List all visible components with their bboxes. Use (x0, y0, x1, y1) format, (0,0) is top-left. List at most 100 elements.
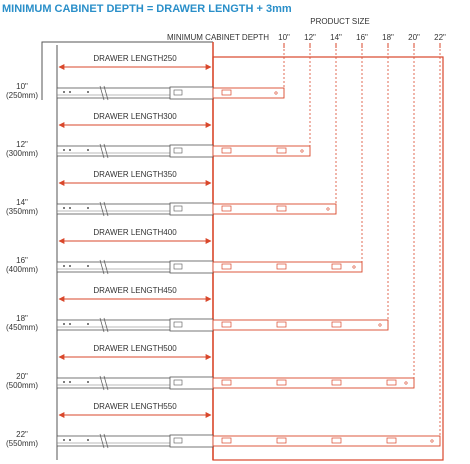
ext-icon (221, 379, 232, 386)
slide-extension (212, 435, 441, 447)
slide-hole (69, 265, 71, 267)
slide-break (99, 375, 109, 391)
slide-hole (87, 439, 89, 441)
slide-hole (63, 323, 65, 325)
ext-icon (386, 379, 397, 386)
slide-hole (87, 265, 89, 267)
slide-block (169, 260, 214, 274)
slide-extension (212, 377, 415, 389)
slide-extension (212, 145, 311, 157)
slide-block (169, 376, 214, 390)
drawer-length: DRAWER LENGTH500 (93, 344, 177, 353)
slide-hole (69, 91, 71, 93)
size-label: 20" (408, 33, 420, 42)
size-label: 14" (330, 33, 342, 42)
ext-icon (221, 437, 232, 444)
row-mm: (350mm) (6, 207, 38, 216)
row-mm: (450mm) (6, 323, 38, 332)
ext-hole (378, 323, 382, 327)
ext-icon (276, 379, 287, 386)
ext-icon (276, 205, 287, 212)
slide-icon (173, 263, 183, 270)
slide-hole (69, 323, 71, 325)
size-label: 10" (278, 33, 290, 42)
drawer-length: DRAWER LENGTH250 (93, 54, 177, 63)
slide-extension (212, 203, 337, 215)
slide-break (99, 201, 109, 217)
slide-extension (212, 319, 389, 331)
slide-hole (69, 207, 71, 209)
ext-hole (430, 439, 434, 443)
slide-hole (63, 149, 65, 151)
min-depth-label: MINIMUM CABINET DEPTH (167, 33, 269, 42)
slide-hole (63, 439, 65, 441)
slide-block (169, 318, 214, 332)
slide-break (99, 85, 109, 101)
slide-icon (173, 437, 183, 444)
row-mm: (300mm) (6, 149, 38, 158)
ext-icon (221, 205, 232, 212)
slide-block (169, 144, 214, 158)
size-label: 16" (356, 33, 368, 42)
row-size: 16" (16, 256, 28, 265)
row-size: 10" (16, 82, 28, 91)
size-label: 12" (304, 33, 316, 42)
slide-hole (69, 149, 71, 151)
slide-icon (173, 147, 183, 154)
slide-icon (173, 379, 183, 386)
row-size: 12" (16, 140, 28, 149)
ext-icon (276, 437, 287, 444)
slide-hole (63, 381, 65, 383)
ext-icon (221, 321, 232, 328)
ext-icon (221, 89, 232, 96)
cabinet-frame (212, 56, 444, 461)
slide-icon (173, 205, 183, 212)
drawer-length: DRAWER LENGTH450 (93, 286, 177, 295)
slide-block (169, 86, 214, 100)
slide-icon (173, 321, 183, 328)
slide-extension (212, 87, 285, 99)
drawer-length: DRAWER LENGTH550 (93, 402, 177, 411)
ext-icon (221, 263, 232, 270)
size-label: 22" (434, 33, 446, 42)
row-size: 18" (16, 314, 28, 323)
slide-hole (87, 381, 89, 383)
ext-hole (274, 91, 278, 95)
ext-icon (276, 321, 287, 328)
ext-icon (331, 437, 342, 444)
frame (41, 41, 213, 100)
drawer-length: DRAWER LENGTH300 (93, 112, 177, 121)
slide-break (99, 259, 109, 275)
ext-icon (221, 147, 232, 154)
slide-extension (212, 261, 363, 273)
title: MINIMUM CABINET DEPTH = DRAWER LENGTH + … (2, 3, 292, 15)
ext-icon (276, 263, 287, 270)
row-mm: (550mm) (6, 439, 38, 448)
slide-icon (173, 89, 183, 96)
slide-hole (69, 439, 71, 441)
row-mm: (500mm) (6, 381, 38, 390)
ext-hole (300, 149, 304, 153)
product-size-label: PRODUCT SIZE (310, 17, 369, 26)
slide-break (99, 433, 109, 449)
size-label: 18" (382, 33, 394, 42)
slide-hole (63, 207, 65, 209)
ext-hole (404, 381, 408, 385)
ext-icon (331, 321, 342, 328)
drawer-length: DRAWER LENGTH400 (93, 228, 177, 237)
ext-icon (331, 263, 342, 270)
row-mm: (250mm) (6, 91, 38, 100)
ext-hole (326, 207, 330, 211)
slide-hole (63, 91, 65, 93)
drawer-length: DRAWER LENGTH350 (93, 170, 177, 179)
slide-hole (87, 207, 89, 209)
ext-icon (386, 437, 397, 444)
ext-icon (276, 147, 287, 154)
ext-hole (352, 265, 356, 269)
slide-block (169, 202, 214, 216)
slide-break (99, 317, 109, 333)
row-size: 20" (16, 372, 28, 381)
row-mm: (400mm) (6, 265, 38, 274)
row-size: 14" (16, 198, 28, 207)
